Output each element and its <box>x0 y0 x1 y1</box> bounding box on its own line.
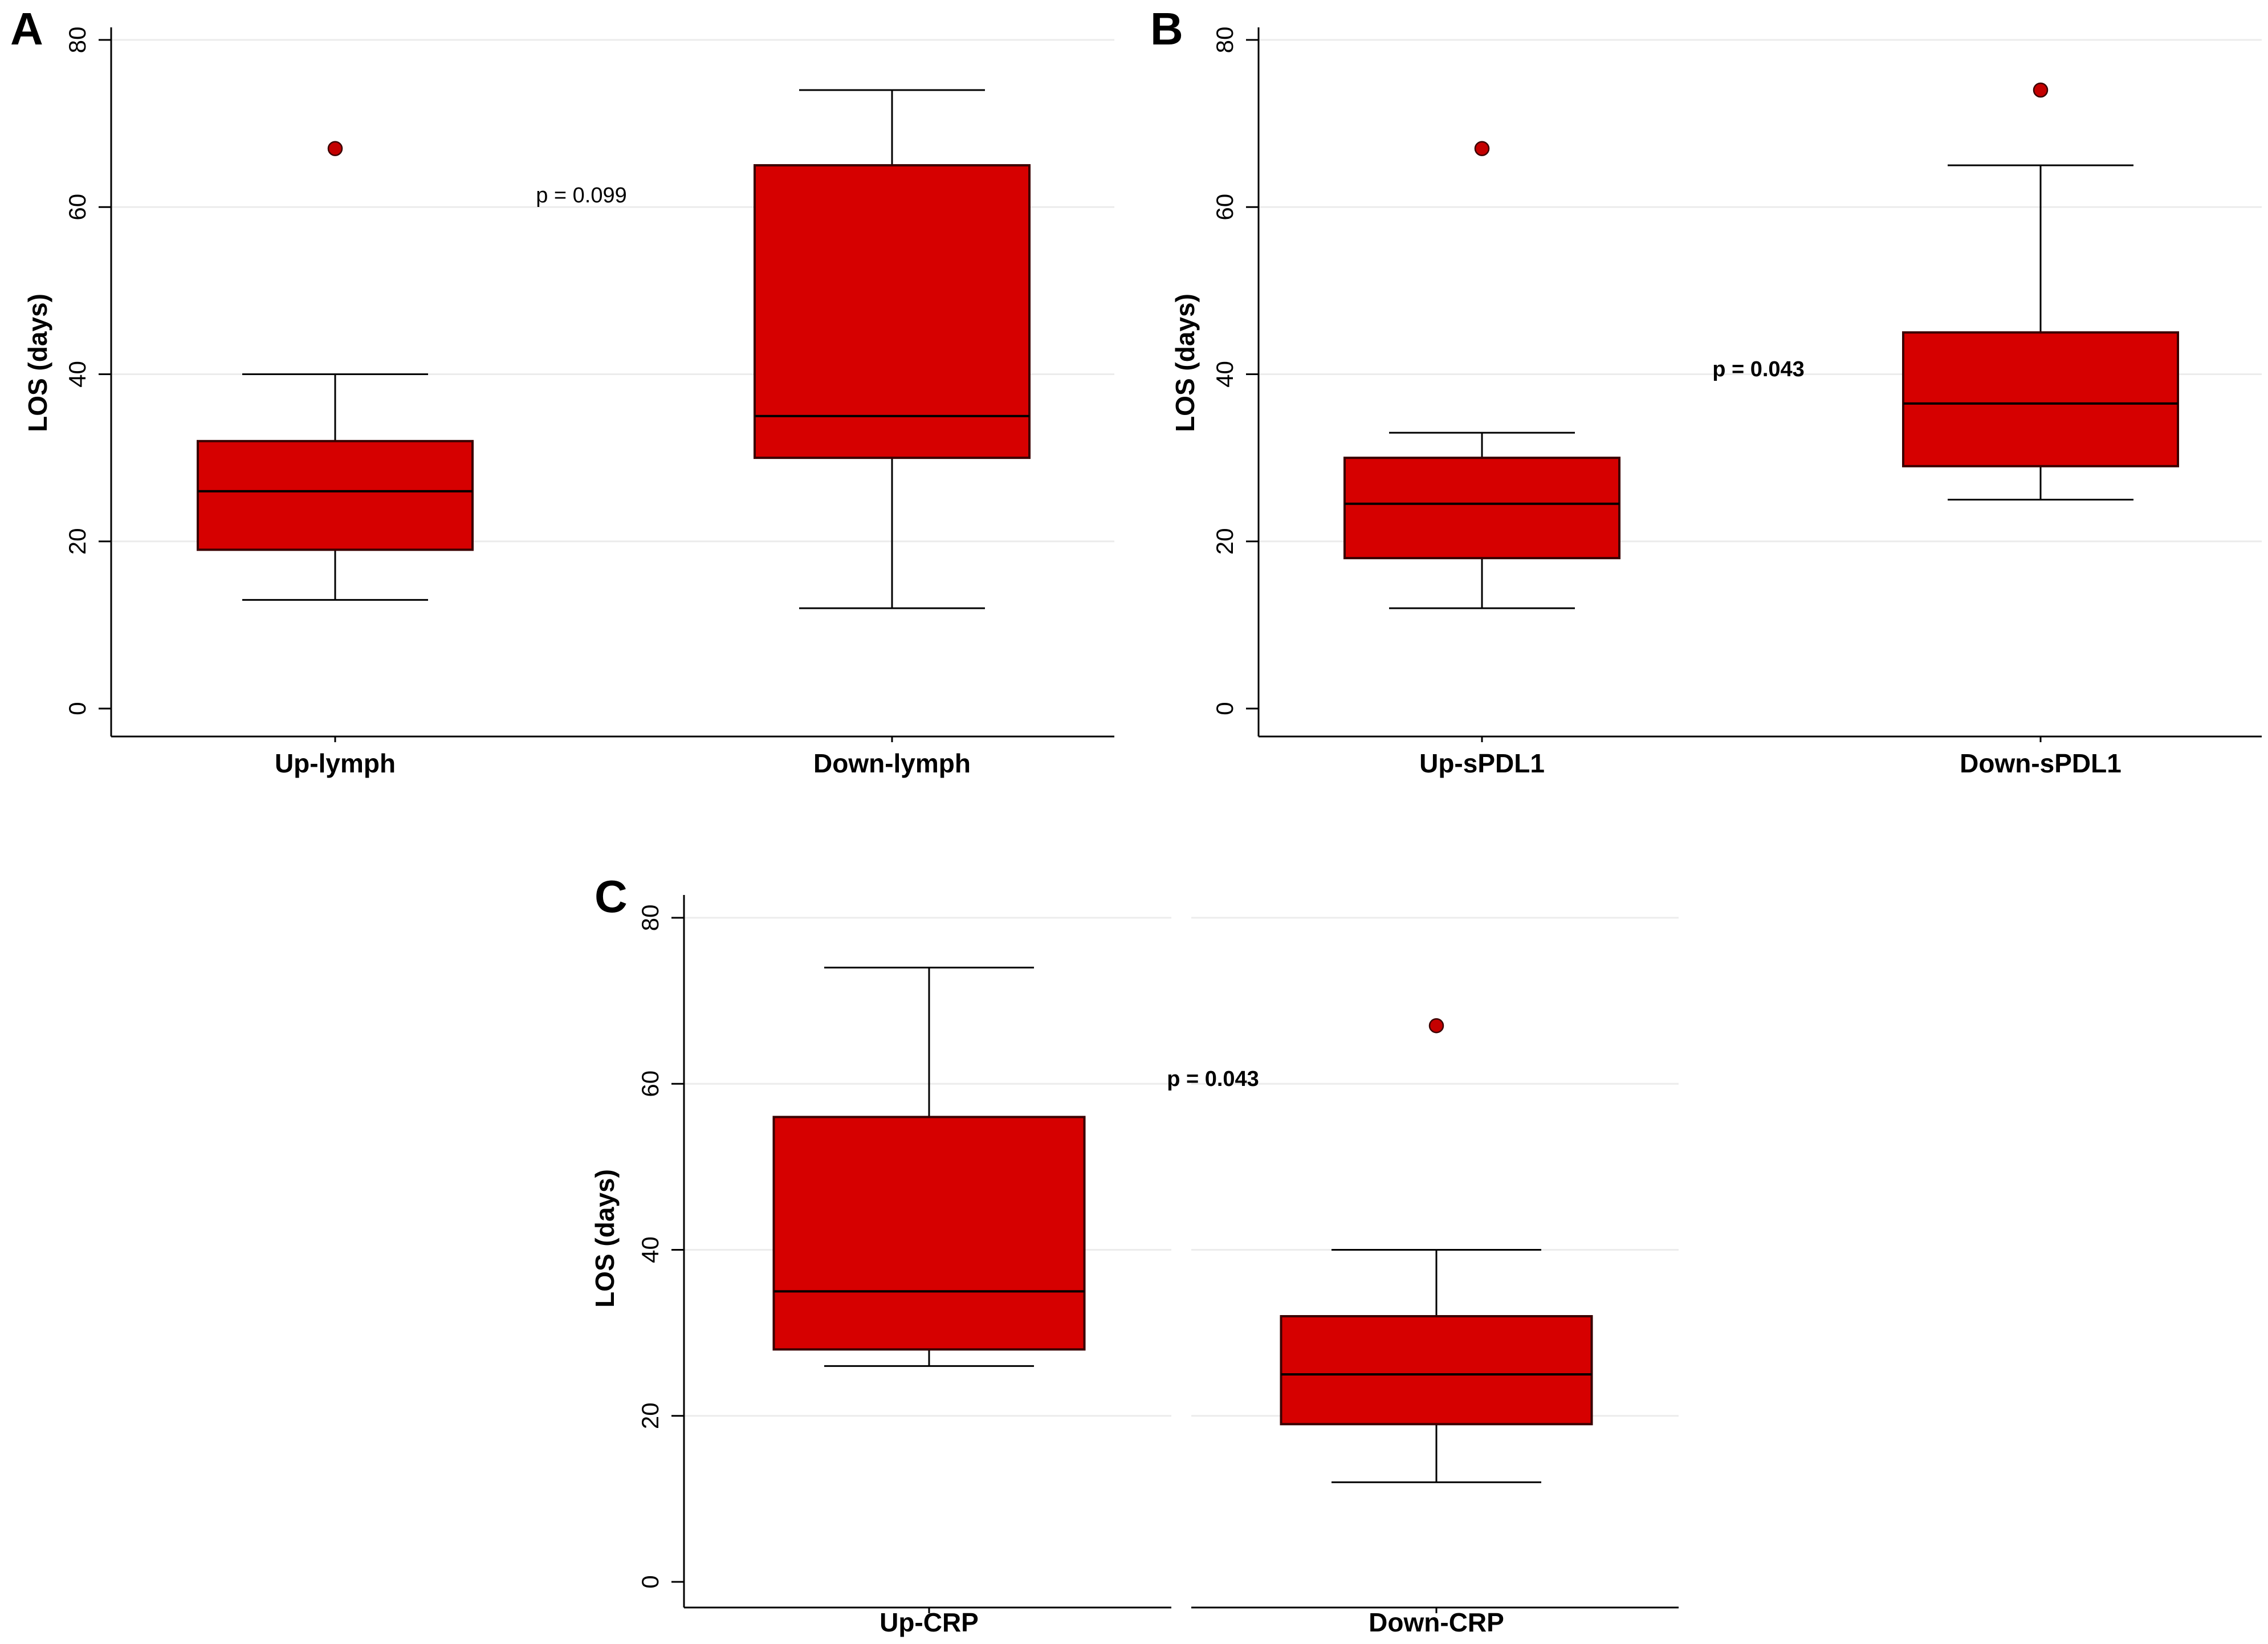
p-value-annotation: p = 0.043 <box>1167 1067 1259 1091</box>
box-up-lymph: Up-lymph <box>197 141 474 778</box>
iqr-box <box>772 1116 1086 1351</box>
iqr-box <box>197 440 474 551</box>
x-category-label: Down-sPDL1 <box>1960 748 2122 778</box>
panels: 0 20 40 60 80 LOS (days) A Up-lymph Down-lymph p … <box>10 3 2262 1637</box>
y-tick-label: 40 <box>637 1236 663 1263</box>
panel-b: 0 20 40 60 80 LOS (days) B Up-sPDL1 Down-sPDL1 p … <box>1150 3 2262 778</box>
y-tick-label: 60 <box>64 194 91 221</box>
outlier-point <box>2033 82 2049 98</box>
y-tick-label: 20 <box>637 1402 663 1429</box>
y-tick-label: 60 <box>1211 194 1238 221</box>
y-tick-label: 80 <box>1211 27 1238 54</box>
y-tick-label: 0 <box>637 1575 663 1588</box>
panel-letter: C <box>595 871 628 922</box>
y-tick-label: 40 <box>64 361 91 388</box>
outlier-point <box>1428 1018 1444 1033</box>
box-down-crp: Down-CRP <box>1280 1018 1593 1637</box>
y-tick-label: 40 <box>1211 361 1238 388</box>
panel-letter: A <box>10 3 43 54</box>
x-category-label: Up-lymph <box>275 748 396 778</box>
box-down-lymph: Down-lymph <box>754 89 1031 778</box>
iqr-box <box>1343 457 1620 560</box>
y-tick-label: 20 <box>64 528 91 555</box>
y-tick-label: 20 <box>1211 528 1238 555</box>
y-tick-label: 0 <box>1211 702 1238 715</box>
y-axis-label: LOS (days) <box>1170 294 1200 432</box>
x-category-label: Up-sPDL1 <box>1419 748 1545 778</box>
box-up-spdl1: Up-sPDL1 <box>1343 141 1620 778</box>
x-category-label: Down-lymph <box>813 748 971 778</box>
outlier-point <box>327 141 343 156</box>
box-up-crp: Up-CRP <box>772 966 1086 1637</box>
panel-a: 0 20 40 60 80 LOS (days) A Up-lymph Down-lymph p … <box>10 3 1114 778</box>
box-down-spdl1: Down-sPDL1 <box>1902 82 2179 778</box>
p-value-annotation: p = 0.099 <box>536 184 627 207</box>
y-tick-label: 80 <box>64 27 91 54</box>
p-value-annotation: p = 0.043 <box>1712 357 1805 381</box>
y-tick-label: 0 <box>64 702 91 715</box>
iqr-box <box>754 164 1031 459</box>
y-tick-label: 80 <box>637 905 663 931</box>
iqr-box <box>1902 331 2179 467</box>
x-category-label: Down-CRP <box>1369 1608 1504 1637</box>
outlier-point <box>1474 141 1490 156</box>
iqr-box <box>1280 1315 1593 1426</box>
panel-letter: B <box>1150 3 1183 54</box>
x-category-label: Up-CRP <box>879 1608 979 1637</box>
y-axis-label: LOS (days) <box>23 294 52 432</box>
y-axis-label: LOS (days) <box>590 1169 620 1308</box>
y-tick-label: 60 <box>637 1071 663 1097</box>
panel-c: 0 20 40 60 80 LOS (days) C Up-CRP Down-CRP p = 0.… <box>590 871 1679 1637</box>
